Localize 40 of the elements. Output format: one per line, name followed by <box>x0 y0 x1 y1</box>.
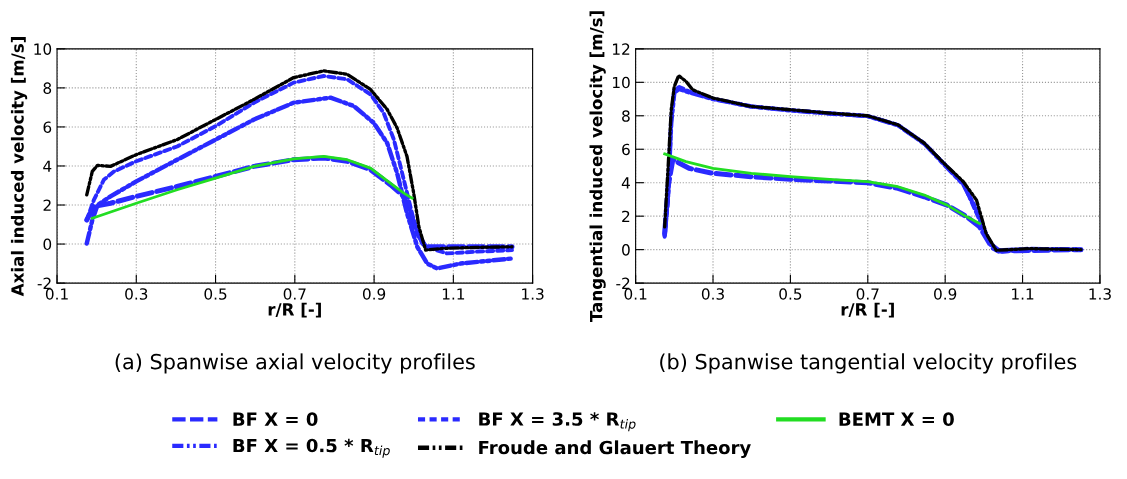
x-axis-title: r/R [-] <box>268 302 321 318</box>
y-tick-label: 10 <box>34 43 52 55</box>
x-tick-label: 0.9 <box>934 288 957 300</box>
x-tick-label: 1.1 <box>1012 288 1034 300</box>
x-tick-label: 0.3 <box>701 288 724 300</box>
y-tick-label: 4 <box>621 177 630 189</box>
y-axis-title: Tangential induced velocity [m/s] <box>589 11 606 323</box>
x-tick-label: 0.1 <box>624 288 647 300</box>
x-tick-label: 0.7 <box>856 288 879 300</box>
legend-label: BEMT X = 0 <box>839 412 954 426</box>
y-tick-label: -2 <box>37 277 51 289</box>
x-tick-label: 1.1 <box>442 288 465 300</box>
y-tick-label: 8 <box>43 82 52 94</box>
x-tick-label: 1.3 <box>1089 288 1111 300</box>
y-tick-label: 2 <box>43 199 51 211</box>
x-tick-label: 0.5 <box>779 288 802 300</box>
x-tick-label: 0.1 <box>45 288 68 300</box>
x-axis-title: r/R [-] <box>841 302 894 318</box>
y-tick-label: 4 <box>43 160 52 172</box>
y-tick-label: 12 <box>613 43 630 55</box>
y-tick-label: 0 <box>622 244 630 256</box>
x-tick-label: 1.3 <box>522 288 544 300</box>
legend-label: BF X = 0 <box>233 412 318 426</box>
y-tick-label: 6 <box>622 143 630 156</box>
y-tick-label: 8 <box>622 110 630 122</box>
x-tick-label: 0.5 <box>204 288 227 300</box>
x-tick-label: 0.3 <box>125 288 148 300</box>
text: (b) Spanwise tangential velocity profiles <box>660 353 1077 374</box>
y-tick-label: 10 <box>613 76 630 89</box>
y-tick-label: 0 <box>43 238 52 251</box>
y-tick-label: -2 <box>616 277 630 289</box>
legend-label: BF X = 0.5 * R$_{tip}$ <box>233 438 390 458</box>
text: (a) Spanwise axial velocity profiles <box>115 353 475 374</box>
legend-label: BF X = 3.5 * R$_{tip}$ <box>479 412 636 432</box>
x-tick-label: 0.9 <box>362 288 386 300</box>
y-axis-title: Axial induced velocity [m/s] <box>10 37 28 297</box>
legend-label: Froude and Glauert Theory <box>479 440 751 458</box>
x-tick-label: 0.7 <box>283 288 306 300</box>
y-tick-label: 2 <box>622 210 630 222</box>
y-tick-label: 6 <box>43 121 52 133</box>
